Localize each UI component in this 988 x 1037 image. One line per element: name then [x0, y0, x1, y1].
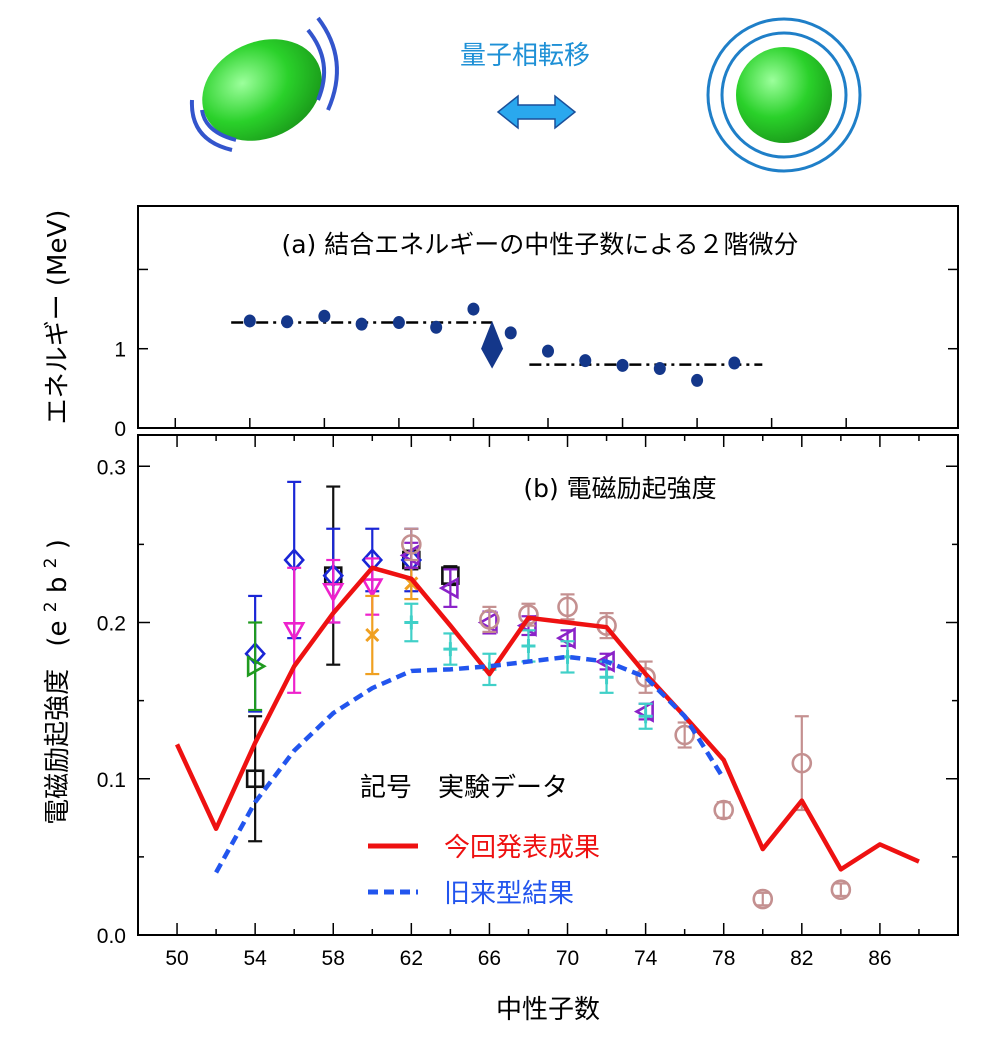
vibration-arc-right-inner: [306, 28, 326, 101]
marker-plus: [521, 638, 536, 653]
panel-b-title: (b) 電磁励起強度: [523, 474, 716, 503]
marker-circle: [518, 604, 539, 625]
panel-a-ytick-label: 1: [114, 339, 126, 362]
panel-b-xtick-label: 62: [400, 947, 423, 970]
marker-circle: [674, 724, 695, 746]
panel-a-ytick-label: 0: [114, 418, 126, 441]
panel-b-frame: [137, 434, 959, 936]
panel-b-ylabel: 電磁励起強度 (e 2 b 2 ): [33, 539, 73, 825]
vibration-arc-right-outer: [316, 16, 339, 111]
panel-b-xtick-label: 82: [790, 947, 813, 970]
panel-b-marks: [175, 480, 920, 910]
panel-b-ylabel-exp2: 2: [41, 558, 61, 569]
marker-plus: [638, 709, 653, 724]
marker-cross: [365, 627, 380, 643]
marker-triangle-down: [361, 578, 384, 599]
panel-b-xtick-label: 66: [478, 947, 501, 970]
panel-b-ytick-label: 0.2: [97, 613, 126, 636]
panel-b-xlabel: 中性子数: [496, 995, 600, 1025]
panel-a-point: [653, 362, 666, 376]
marker-triangle-down: [282, 622, 306, 642]
spherical-nucleus-inner-ring: [720, 31, 848, 159]
panel-b-axes: 0.0 0.1 0.2 0.3 50 54 58 62 66 70 74 78 82 86: [97, 435, 958, 970]
panel-a-axes: 01: [114, 268, 958, 441]
vibration-arc-left-outer: [189, 99, 233, 152]
marker-plus: [404, 615, 419, 630]
panel-b-ylabel-main: 電磁励起強度: [43, 669, 73, 825]
panel-a-point: [281, 315, 294, 329]
panel-b-ytick-label: 0.0: [97, 925, 126, 948]
spherical-nucleus: [736, 47, 832, 143]
panel-b-xtick-label: 50: [165, 947, 188, 970]
marker-triangle-right: [246, 655, 267, 678]
panel-b-xtick-label: 74: [634, 947, 658, 970]
series-line-current: [175, 565, 920, 872]
legend-entry-current: 今回発表成果: [444, 833, 600, 863]
deformed-nucleus-illustration: [189, 16, 339, 152]
marker-circle: [479, 609, 500, 630]
panel-a-point: [243, 314, 256, 328]
marker-square: [245, 769, 265, 789]
panel-a-point: [504, 326, 517, 340]
marker-plus: [443, 642, 458, 657]
panel-a-ylabel: エネルギー (MeV): [43, 210, 73, 425]
spherical-nucleus-outer-ring: [706, 17, 862, 173]
panel-a-point: [430, 320, 443, 334]
legend-entry-conventional: 旧来型結果: [444, 879, 574, 909]
panel-b-xtick-label: 70: [556, 947, 579, 970]
panel-b-ylabel-exp1: 2: [41, 601, 61, 612]
panel-b-xtick-label: 78: [712, 947, 735, 970]
panel-a-point: [579, 354, 592, 368]
legend-header: 記号 実験データ: [360, 773, 568, 803]
panel-b-xtick-label: 54: [243, 947, 267, 970]
spherical-nucleus-illustration: [706, 17, 862, 173]
panel-a-point: [355, 317, 368, 331]
vibration-arc-left-inner: [200, 109, 237, 142]
marker-circle: [635, 666, 656, 688]
panel-a-marks: [231, 302, 763, 387]
panel-b-ytick-label: 0.3: [97, 456, 126, 479]
marker-circle: [791, 752, 813, 774]
transition-label: 量子相転移: [460, 41, 590, 71]
panel-a-special-point: [481, 320, 504, 369]
marker-circle: [713, 799, 735, 821]
marker-circle: [830, 879, 852, 900]
marker-circle: [752, 888, 774, 910]
legend: 記号 実験データ 今回発表成果 旧来型結果: [360, 773, 600, 909]
deformed-nucleus: [202, 39, 322, 141]
panel-a-point: [542, 344, 554, 358]
panel-a-point: [691, 373, 704, 387]
panel-a-point: [728, 356, 741, 370]
panel-b-ylabel-close: ): [43, 539, 73, 549]
panel-a-point: [392, 316, 405, 330]
panel-a-point: [616, 358, 629, 372]
marker-plus: [599, 670, 614, 685]
panel-b-xtick-label: 86: [868, 947, 891, 970]
panel-b-xtick-label: 58: [322, 947, 345, 970]
panel-b-ylabel-b: b: [43, 577, 73, 594]
panel-b-ylabel-open: (e: [43, 620, 73, 646]
marker-circle: [557, 596, 578, 618]
marker-triangle-down: [322, 582, 345, 603]
double-arrow-icon: [496, 94, 577, 130]
series-line-conventional: [214, 654, 726, 874]
marker-circle: [401, 534, 422, 555]
panel-a-title: (a) 結合エネルギーの中性子数による２階微分: [281, 230, 798, 259]
marker-triangle-left: [438, 576, 459, 600]
panel-a-point: [467, 302, 480, 316]
panel-b-ytick-label: 0.1: [97, 769, 126, 792]
panel-a-point: [318, 309, 331, 323]
